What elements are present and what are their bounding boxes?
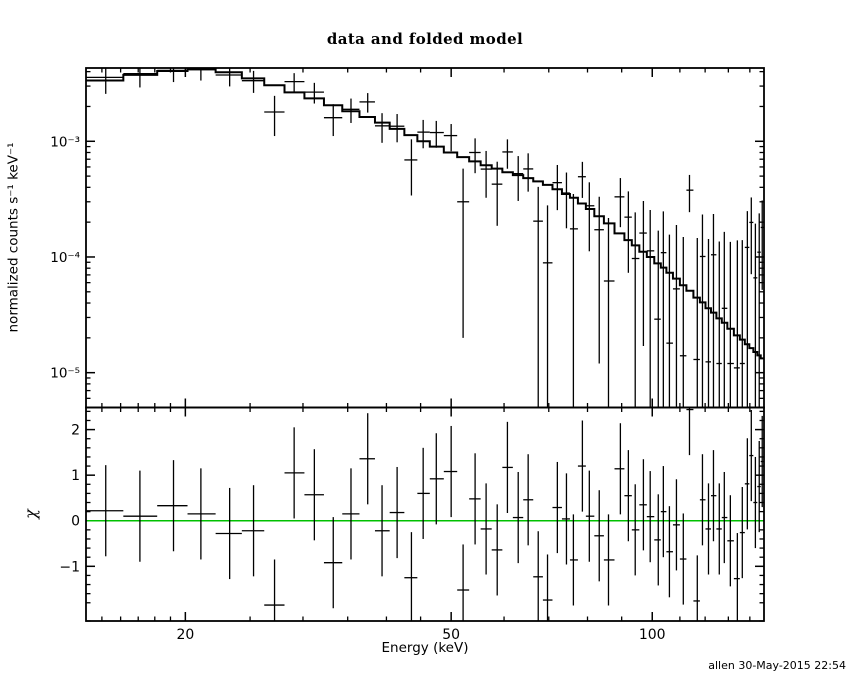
residual-points [86, 407, 764, 621]
svg-text:10⁻⁴: 10⁻⁴ [50, 250, 80, 266]
model-step-line [86, 68, 764, 360]
svg-text:50: 50 [442, 627, 460, 643]
svg-text:−1: −1 [59, 559, 80, 575]
svg-text:1: 1 [71, 468, 80, 484]
svg-text:10⁻⁵: 10⁻⁵ [50, 366, 80, 382]
top-panel-frame [85, 67, 765, 409]
svg-text:2: 2 [71, 423, 80, 439]
bottom-panel-frame [85, 406, 765, 622]
spectrum-data-points [86, 68, 764, 408]
axis-ticks [86, 68, 764, 622]
svg-text:20: 20 [176, 627, 194, 643]
svg-text:100: 100 [639, 627, 666, 643]
svg-text:0: 0 [71, 514, 80, 530]
svg-text:10⁻³: 10⁻³ [50, 134, 80, 150]
